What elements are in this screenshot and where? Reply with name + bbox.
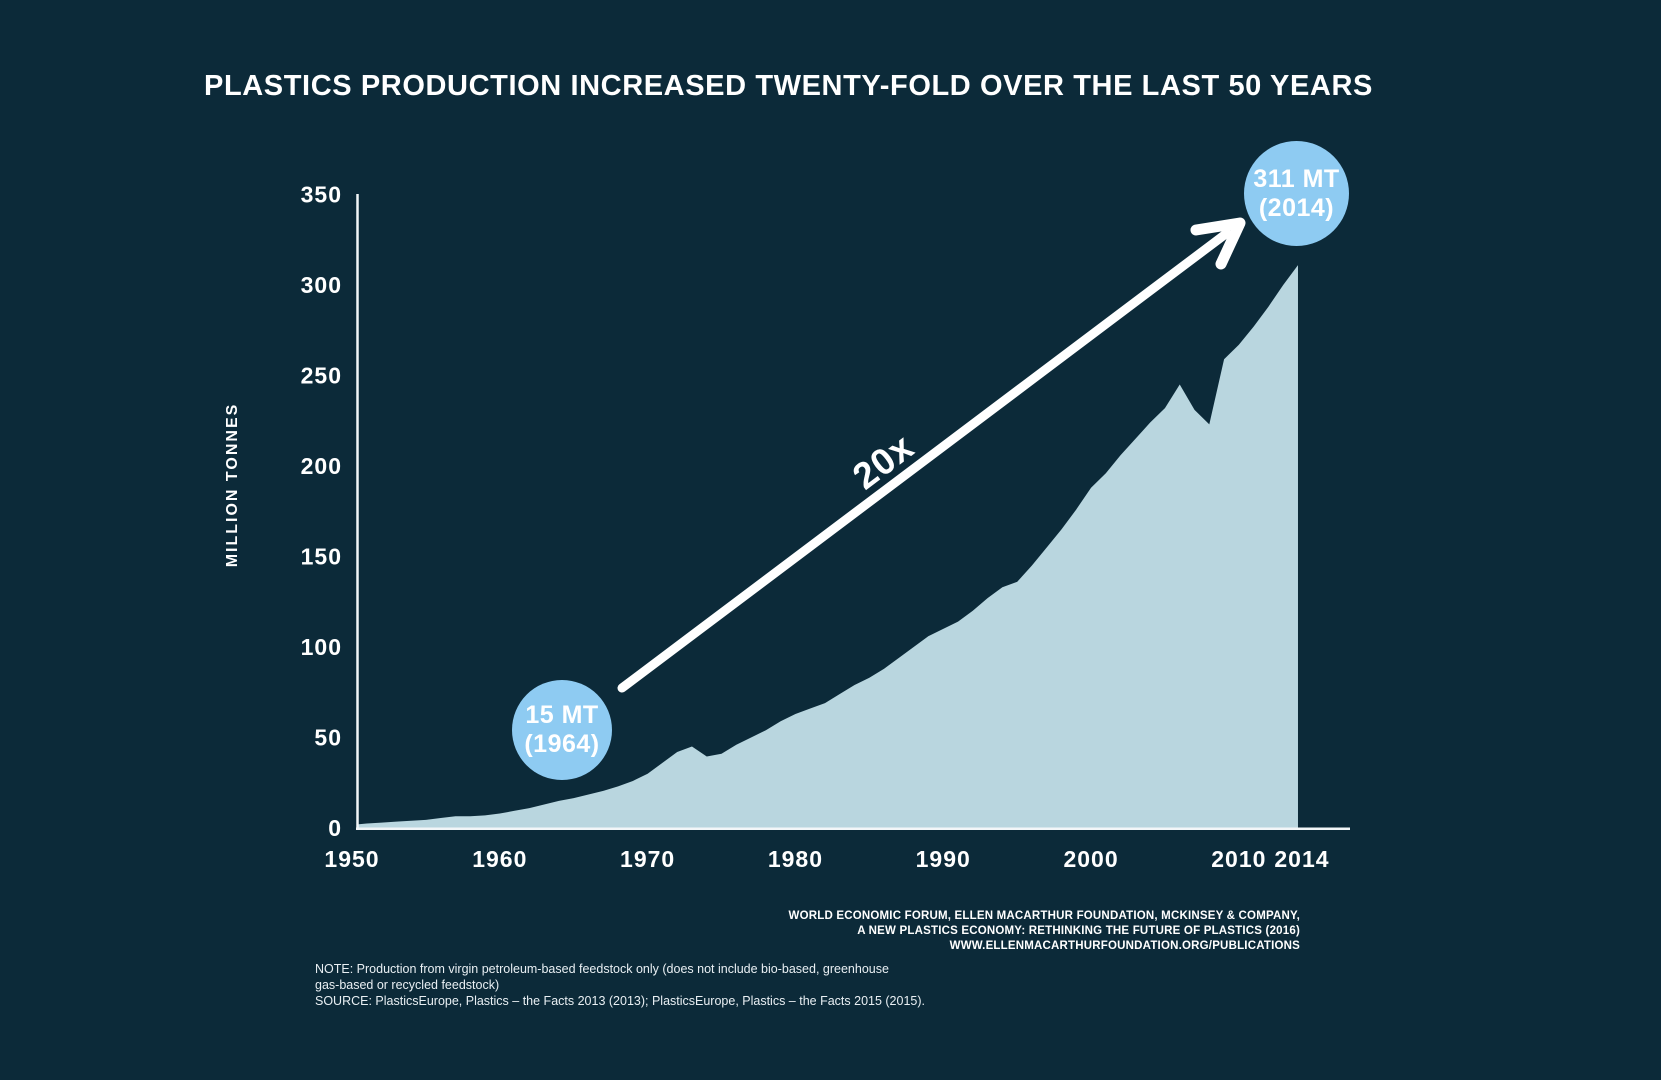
attribution-line-2: A NEW PLASTICS ECONOMY: RETHINKING THE F…	[857, 925, 1300, 937]
y-tick-label: 300	[301, 272, 342, 298]
y-tick-label: 100	[301, 634, 342, 660]
growth-arrow	[617, 228, 1232, 693]
x-tick-label: 1990	[916, 846, 971, 872]
growth-multiplier-label: 20x	[845, 426, 921, 498]
footnote-line-1: NOTE: Production from virgin petroleum-b…	[315, 962, 889, 976]
footnote-line-2: gas-based or recycled feedstock)	[315, 978, 500, 992]
y-tick-label: 0	[328, 815, 342, 841]
x-tick-label: 2000	[1063, 846, 1118, 872]
x-tick-label: 2014	[1274, 846, 1329, 872]
footnote-line-3: SOURCE: PlasticsEurope, Plastics – the F…	[315, 994, 926, 1008]
y-tick-label: 50	[314, 725, 342, 751]
y-tick-label: 200	[301, 453, 342, 479]
page-title: PLASTICS PRODUCTION INCREASED TWENTY-FOL…	[204, 70, 1373, 102]
x-tick-label: 1980	[768, 846, 823, 872]
footnote: NOTE: Production from virgin petroleum-b…	[315, 961, 925, 1009]
x-tick-label: 1970	[620, 846, 675, 872]
callout-1964: 15 MT (1964)	[512, 680, 612, 780]
attribution: WORLD ECONOMIC FORUM, ELLEN MACARTHUR FO…	[789, 909, 1300, 954]
production-area	[357, 265, 1298, 829]
x-tick-label: 2010	[1211, 846, 1266, 872]
attribution-line-3: WWW.ELLENMACARTHURFOUNDATION.ORG/PUBLICA…	[949, 940, 1300, 952]
callout-2014-year: (2014)	[1258, 193, 1335, 222]
y-tick-label: 250	[301, 363, 342, 389]
callout-1964-value: 15 MT	[525, 701, 599, 729]
callout-2014: 311 MT (2014)	[1244, 141, 1349, 246]
callout-2014-value: 311 MT	[1253, 164, 1340, 193]
y-axis-title: MILLION TONNES	[224, 403, 241, 568]
x-tick-label: 1950	[324, 846, 379, 872]
growth-arrow-head	[1190, 217, 1246, 270]
callout-1964-year: (1964)	[524, 730, 600, 758]
attribution-line-1: WORLD ECONOMIC FORUM, ELLEN MACARTHUR FO…	[788, 910, 1300, 922]
y-tick-label: 350	[301, 182, 342, 208]
y-tick-label: 150	[301, 544, 342, 570]
x-tick-label: 1960	[472, 846, 527, 872]
